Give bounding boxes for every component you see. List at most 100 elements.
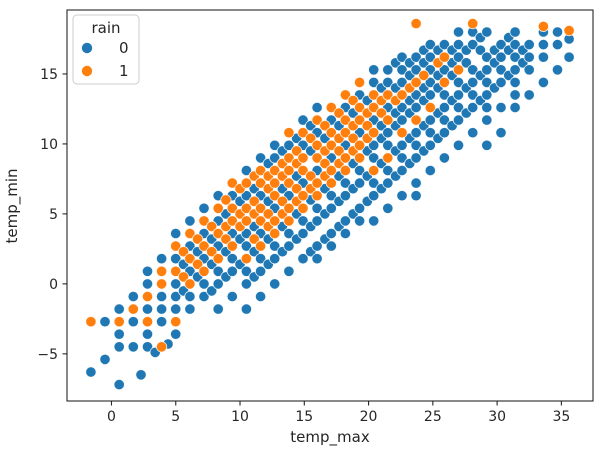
data-point-rain-0 — [452, 26, 465, 38]
data-point-rain-0 — [438, 89, 450, 101]
legend-label-rain-0: 0 — [119, 39, 129, 57]
y-axis: −5 0 5 10 15 — [37, 67, 67, 363]
data-point-rain-0 — [255, 253, 267, 265]
data-point-rain-0 — [156, 290, 168, 303]
data-point-rain-1 — [269, 190, 281, 202]
data-point-rain-1 — [410, 76, 422, 89]
data-point-rain-1 — [177, 271, 190, 283]
data-point-rain-0 — [495, 38, 507, 51]
data-point-rain-0 — [325, 190, 337, 202]
data-point-rain-0 — [396, 51, 408, 63]
data-point-rain-0 — [368, 215, 380, 227]
data-point-rain-1 — [198, 215, 210, 227]
data-point-rain-0 — [396, 64, 408, 76]
data-point-rain-1 — [248, 195, 260, 207]
data-point-rain-0 — [509, 101, 521, 114]
data-point-rain-1 — [361, 120, 373, 132]
x-tick-label: 5 — [171, 409, 180, 425]
data-point-rain-1 — [255, 164, 267, 177]
data-point-rain-1 — [319, 120, 331, 132]
data-point-rain-1 — [198, 240, 210, 252]
data-point-rain-1 — [382, 152, 394, 164]
data-point-rain-0 — [410, 177, 422, 189]
data-point-rain-1 — [353, 76, 366, 89]
data-point-rain-1 — [269, 215, 281, 227]
data-point-rain-0 — [269, 253, 281, 265]
data-point-rain-0 — [424, 127, 436, 139]
data-point-rain-1 — [297, 190, 309, 202]
data-point-rain-0 — [509, 51, 521, 63]
data-point-rain-0 — [382, 64, 394, 76]
data-point-rain-0 — [438, 127, 450, 139]
data-point-rain-0 — [240, 278, 252, 290]
data-point-rain-0 — [269, 240, 281, 252]
data-point-rain-0 — [481, 76, 493, 89]
data-point-rain-0 — [424, 164, 436, 177]
data-point-rain-0 — [255, 265, 267, 277]
data-point-rain-0 — [283, 240, 295, 252]
data-point-rain-0 — [382, 127, 394, 139]
data-point-rain-0 — [198, 202, 210, 214]
data-point-rain-0 — [127, 316, 139, 328]
x-tick-label: 30 — [488, 409, 506, 425]
data-point-rain-0 — [396, 76, 408, 89]
y-tick-label: 15 — [40, 67, 58, 83]
data-point-rain-0 — [353, 215, 366, 227]
data-point-rain-0 — [368, 152, 380, 164]
data-point-rain-0 — [410, 190, 422, 202]
data-point-rain-0 — [410, 101, 422, 114]
data-point-rain-0 — [396, 139, 408, 151]
data-point-rain-0 — [269, 278, 281, 290]
data-point-rain-0 — [283, 139, 295, 151]
data-point-rain-0 — [255, 152, 267, 164]
data-point-rain-0 — [551, 26, 564, 38]
data-point-rain-0 — [325, 240, 337, 252]
data-point-rain-0 — [410, 127, 422, 139]
data-point-rain-0 — [283, 227, 295, 240]
data-point-rain-0 — [240, 190, 252, 202]
data-point-rain-0 — [311, 202, 323, 214]
data-point-rain-1 — [184, 253, 196, 265]
data-point-rain-1 — [410, 18, 422, 30]
data-point-rain-1 — [220, 233, 232, 245]
data-point-rain-0 — [509, 64, 521, 76]
data-point-rain-1 — [198, 265, 210, 277]
data-point-rain-0 — [410, 89, 422, 101]
data-point-rain-0 — [156, 303, 168, 315]
data-point-rain-0 — [353, 164, 366, 177]
data-point-rain-0 — [156, 316, 168, 328]
data-point-rain-0 — [495, 64, 507, 76]
data-point-rain-1 — [220, 194, 232, 206]
data-point-rain-1 — [85, 316, 97, 328]
data-point-rain-0 — [424, 89, 436, 101]
data-point-rain-1 — [177, 246, 190, 258]
data-point-rain-0 — [481, 51, 493, 63]
data-point-rain-1 — [269, 227, 281, 240]
data-point-rain-1 — [240, 177, 252, 189]
data-point-rain-1 — [325, 101, 337, 114]
data-point-rain-0 — [509, 76, 521, 89]
data-point-rain-0 — [353, 177, 366, 189]
data-point-rain-0 — [269, 152, 281, 164]
data-point-rain-1 — [255, 202, 267, 214]
data-point-rain-1 — [353, 101, 366, 114]
data-point-rain-0 — [495, 127, 507, 139]
data-point-rain-0 — [127, 290, 139, 303]
data-point-rain-0 — [141, 278, 154, 290]
data-point-rain-0 — [212, 303, 224, 315]
data-point-rain-0 — [438, 114, 450, 126]
data-point-rain-0 — [481, 139, 493, 151]
data-point-rain-1 — [113, 316, 125, 328]
data-point-rain-0 — [127, 341, 139, 353]
data-point-rain-0 — [184, 303, 196, 315]
data-point-rain-0 — [467, 64, 479, 76]
data-point-rain-0 — [382, 76, 394, 89]
data-point-rain-0 — [382, 177, 394, 189]
data-point-rain-0 — [563, 51, 575, 63]
data-point-rain-0 — [198, 278, 210, 290]
data-point-rain-1 — [156, 341, 168, 353]
data-point-rain-0 — [438, 152, 450, 164]
data-point-rain-1 — [537, 20, 550, 33]
data-point-rain-0 — [240, 240, 252, 252]
